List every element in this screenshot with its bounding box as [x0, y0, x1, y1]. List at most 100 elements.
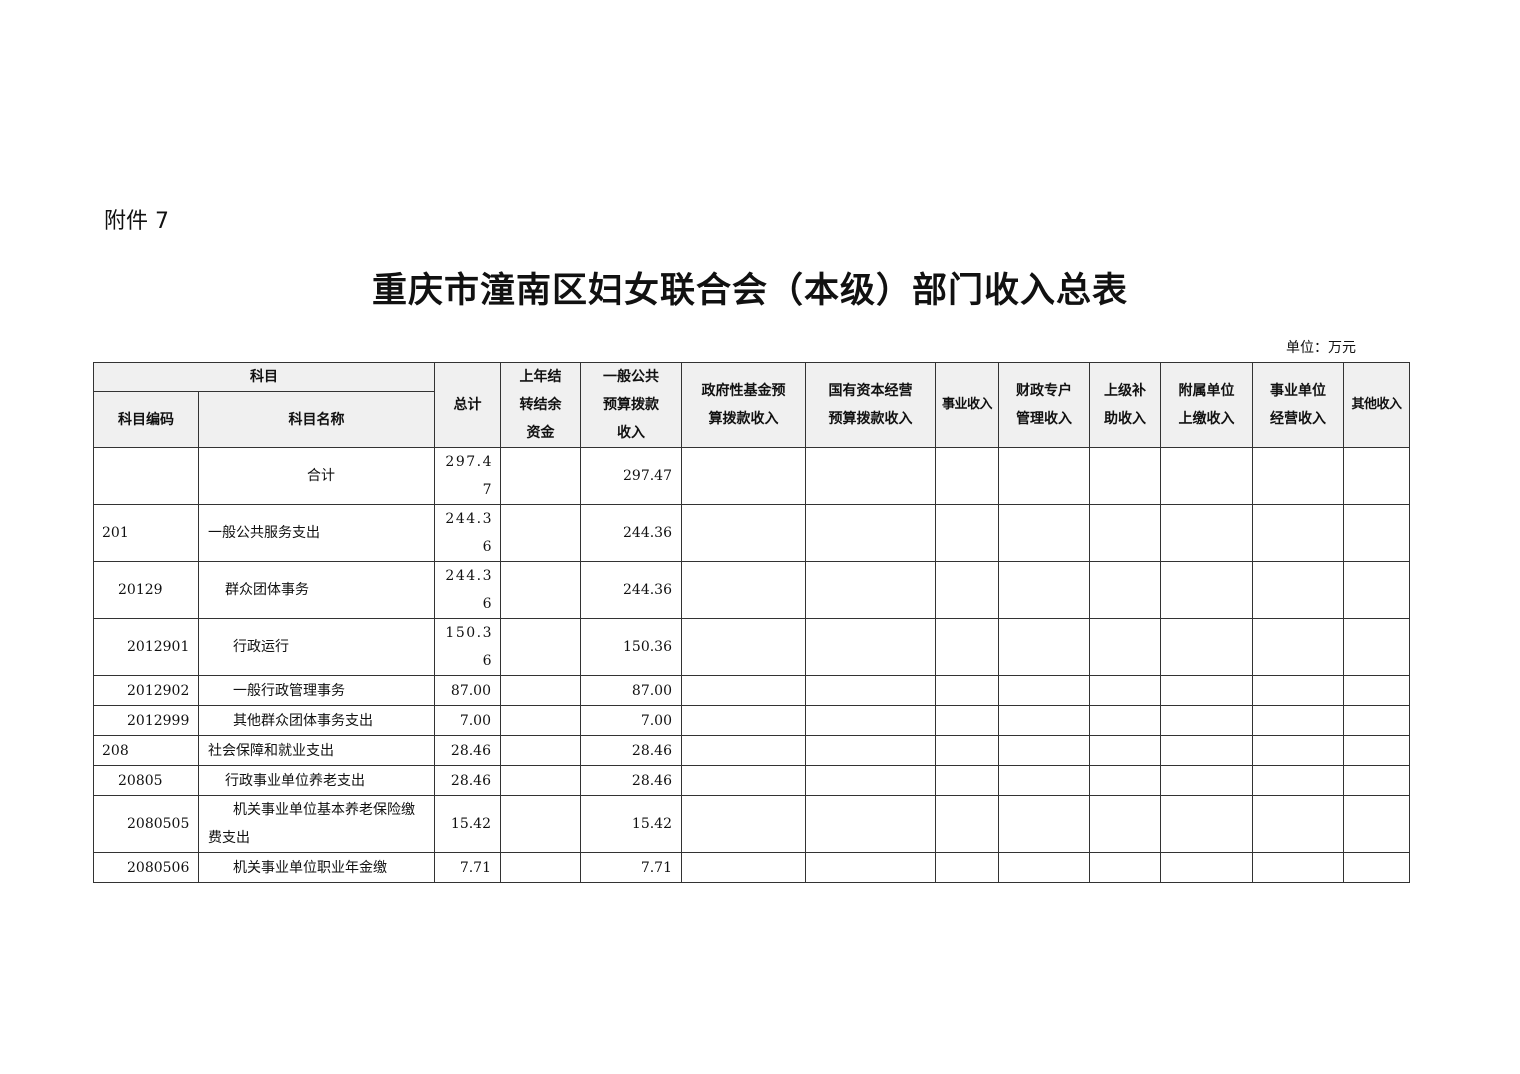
- general-budget-value: 28.46: [580, 765, 682, 796]
- carryover-value: [500, 765, 581, 796]
- empty-cell: [681, 561, 806, 619]
- subject-name: 行政运行: [198, 618, 435, 676]
- empty-cell: [681, 852, 806, 883]
- empty-cell: [935, 447, 999, 505]
- empty-cell: [1160, 618, 1253, 676]
- general-budget-value: 297.47: [580, 447, 682, 505]
- empty-cell: [1160, 765, 1253, 796]
- subject-code: 2012901: [93, 618, 199, 676]
- empty-cell: [1160, 561, 1253, 619]
- total-value: 7.71: [434, 852, 501, 883]
- empty-cell: [935, 765, 999, 796]
- empty-cell: [1160, 504, 1253, 562]
- total-value: 15.42: [434, 795, 501, 853]
- header-col: 上级补 助收入: [1089, 362, 1161, 448]
- total-value: 28.46: [434, 735, 501, 766]
- empty-cell: [1343, 795, 1410, 853]
- subject-name: 社会保障和就业支出: [198, 735, 435, 766]
- carryover-value: [500, 618, 581, 676]
- table-row: 201 一般公共服务支出 244.36 244.36: [93, 504, 1410, 562]
- empty-cell: [998, 447, 1090, 505]
- empty-cell: [1252, 447, 1344, 505]
- general-budget-value: 7.00: [580, 705, 682, 736]
- carryover-value: [500, 447, 581, 505]
- header-code: 科目编码: [93, 391, 199, 448]
- empty-cell: [935, 618, 999, 676]
- empty-cell: [1252, 561, 1344, 619]
- subject-code: [93, 447, 199, 505]
- carryover-value: [500, 504, 581, 562]
- header-col: 其他收入: [1343, 362, 1410, 448]
- subject-code: 208: [93, 735, 199, 766]
- table-row: 20805 行政事业单位养老支出 28.46 28.46: [93, 765, 1410, 796]
- empty-cell: [1160, 705, 1253, 736]
- table-row: 合计 297.47 297.47: [93, 447, 1410, 505]
- empty-cell: [681, 735, 806, 766]
- empty-cell: [1252, 765, 1344, 796]
- empty-cell: [998, 675, 1090, 706]
- empty-cell: [1089, 447, 1161, 505]
- subject-name: 合计: [198, 447, 435, 505]
- empty-cell: [1160, 675, 1253, 706]
- empty-cell: [1343, 735, 1410, 766]
- empty-cell: [1089, 852, 1161, 883]
- empty-cell: [1252, 618, 1344, 676]
- subject-name: 一般公共服务支出: [198, 504, 435, 562]
- empty-cell: [1252, 795, 1344, 853]
- subject-code: 20805: [93, 765, 199, 796]
- general-budget-value: 7.71: [580, 852, 682, 883]
- general-budget-value: 150.36: [580, 618, 682, 676]
- empty-cell: [935, 852, 999, 883]
- empty-cell: [1343, 618, 1410, 676]
- empty-cell: [998, 795, 1090, 853]
- empty-cell: [1160, 795, 1253, 853]
- empty-cell: [1252, 705, 1344, 736]
- attachment-label: 附件 7: [104, 209, 169, 234]
- carryover-value: [500, 735, 581, 766]
- empty-cell: [1160, 735, 1253, 766]
- empty-cell: [1089, 765, 1161, 796]
- page-title: 重庆市潼南区妇女联合会（本级）部门收入总表: [371, 270, 1128, 311]
- subject-code: 2080505: [93, 795, 199, 853]
- carryover-value: [500, 561, 581, 619]
- total-value: 87.00: [434, 675, 501, 706]
- subject-name: 一般行政管理事务: [198, 675, 435, 706]
- empty-cell: [935, 705, 999, 736]
- table-row: 2080506 机关事业单位职业年金缴 7.71 7.71: [93, 852, 1410, 883]
- total-value: 150.36: [434, 618, 501, 676]
- carryover-value: [500, 675, 581, 706]
- empty-cell: [1343, 705, 1410, 736]
- empty-cell: [1252, 675, 1344, 706]
- empty-cell: [805, 447, 936, 505]
- table-row: 208 社会保障和就业支出 28.46 28.46: [93, 735, 1410, 766]
- empty-cell: [805, 705, 936, 736]
- subject-code: 2012902: [93, 675, 199, 706]
- subject-name: 机关事业单位职业年金缴: [198, 852, 435, 883]
- empty-cell: [998, 852, 1090, 883]
- general-budget-value: 15.42: [580, 795, 682, 853]
- empty-cell: [805, 852, 936, 883]
- empty-cell: [1089, 504, 1161, 562]
- carryover-value: [500, 852, 581, 883]
- header-col: 附属单位 上缴收入: [1160, 362, 1253, 448]
- empty-cell: [681, 618, 806, 676]
- empty-cell: [998, 735, 1090, 766]
- empty-cell: [681, 504, 806, 562]
- unit-label: 单位：万元: [1286, 340, 1356, 356]
- header-col: 财政专户 管理收入: [998, 362, 1090, 448]
- empty-cell: [1089, 561, 1161, 619]
- subject-name: 机关事业单位基本养老保险缴费支出: [198, 795, 435, 853]
- empty-cell: [1089, 705, 1161, 736]
- header-name: 科目名称: [198, 391, 435, 448]
- subject-name: 行政事业单位养老支出: [198, 765, 435, 796]
- empty-cell: [681, 675, 806, 706]
- empty-cell: [805, 795, 936, 853]
- empty-cell: [1089, 618, 1161, 676]
- empty-cell: [998, 765, 1090, 796]
- empty-cell: [805, 735, 936, 766]
- empty-cell: [1343, 447, 1410, 505]
- table-row: 2080505 机关事业单位基本养老保险缴费支出 15.42 15.42: [93, 795, 1410, 853]
- empty-cell: [1343, 504, 1410, 562]
- table-row: 20129 群众团体事务 244.36 244.36: [93, 561, 1410, 619]
- subject-name: 其他群众团体事务支出: [198, 705, 435, 736]
